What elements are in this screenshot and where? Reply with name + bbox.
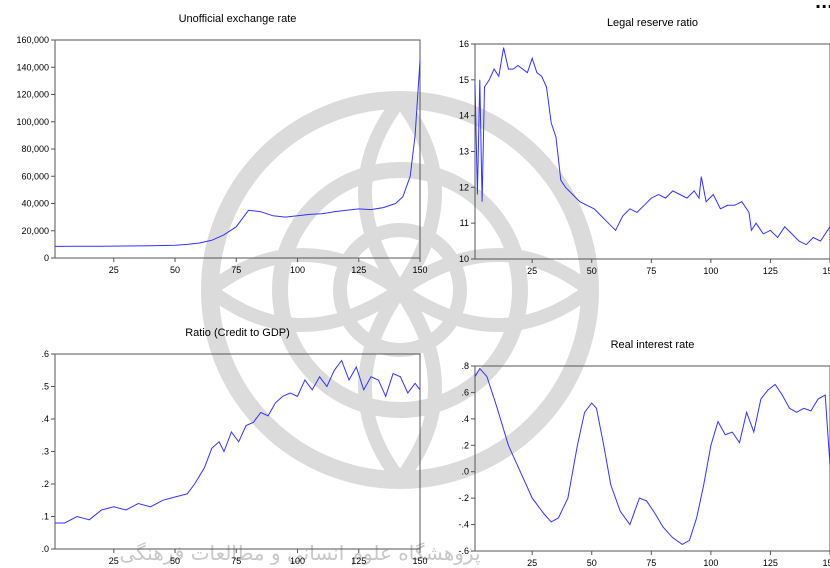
y-tick-label: .2 [461,440,469,450]
chart-real-interest-rate: Real interest rate -.6 -.4 -.2 .0 .2 .4 .6 .8 25 5… [458,339,830,568]
x-tick-label: 125 [351,265,366,275]
chart-title: Ratio (Credit to GDP) [185,327,290,339]
y-tick-label: 0 [44,253,49,263]
chart-unofficial-exchange-rate: Unofficial exchange rate 0 20,000 40,000 60,… [16,13,427,275]
x-tick-label: 150 [822,558,830,568]
y-tick-label: 20,000 [21,226,49,236]
watermark-emblem [201,91,599,489]
y-tick-label: .5 [41,382,49,392]
x-tick-label: 25 [527,266,537,276]
x-tick-label: 125 [763,266,778,276]
x-tick-label: 50 [170,265,180,275]
x-tick-label: 25 [527,558,537,568]
x-tick-label: 100 [290,556,305,566]
y-tick-label: 10 [459,254,469,264]
y-tick-label: -.2 [458,493,469,503]
y-tick-label: .2 [41,479,49,489]
y-tick-label: .6 [461,387,469,397]
y-tick-label: 40,000 [21,199,49,209]
x-tick-label: 100 [290,265,305,275]
series-line [55,359,421,524]
y-tick-label: .6 [41,349,49,359]
y-tick-label: 14 [459,111,469,121]
x-tick-label: 150 [412,556,427,566]
x-tick-label: 75 [231,265,241,275]
y-tick-label: .3 [41,447,49,457]
x-tick-label: 75 [646,266,656,276]
y-tick-label: 100,000 [16,117,49,127]
series-line [474,367,830,545]
x-tick-label: 50 [587,266,597,276]
x-tick-label: 100 [703,558,718,568]
y-tick-label: -.6 [458,546,469,556]
y-tick-label: 140,000 [16,62,49,72]
y-tick-label: 120,000 [16,90,49,100]
x-tick-label: 75 [646,558,656,568]
y-tick-label: 11 [460,218,469,228]
series-line [54,60,421,247]
y-tick-label: .0 [41,544,49,554]
y-tick-label: 12 [459,182,469,192]
y-tick-label: 160,000 [16,35,49,45]
x-tick-label: 125 [763,558,778,568]
y-tick-label: -.4 [458,520,469,530]
y-tick-label: 15 [459,75,469,85]
x-tick-label: 25 [109,556,119,566]
x-tick-label: 150 [412,265,427,275]
x-tick-label: 100 [703,266,718,276]
chart-credit-to-gdp-ratio: Ratio (Credit to GDP) .0 .1 .2 .3 .4 .5 .6 25 50 7… [41,327,427,566]
chart-title: Legal reserve ratio [607,17,698,29]
x-tick-label: 50 [587,558,597,568]
x-tick-label: 150 [822,266,830,276]
chart-legal-reserve-ratio: Legal reserve ratio 10 11 12 13 14 15 16 25 50 75 1… [459,17,830,276]
y-tick-label: .0 [461,467,469,477]
chart-title: Unofficial exchange rate [179,13,297,25]
plot-frame [474,365,830,552]
y-tick-label: .8 [461,361,469,371]
y-tick-label: .4 [41,414,49,424]
y-tick-label: .4 [461,414,469,424]
x-tick-label: 50 [170,556,180,566]
y-tick-label: 60,000 [21,171,49,181]
y-tick-label: .1 [41,512,49,522]
x-tick-label: 125 [351,556,366,566]
top-cut-text: ی گذاری پولی بر روی متغیرهای اقتصادی ... [815,0,830,13]
y-tick-label: 13 [459,147,469,157]
x-tick-label: 25 [109,265,119,275]
y-tick-label: 16 [459,39,469,49]
x-tick-label: 75 [231,556,241,566]
series-line [474,47,830,246]
chart-title: Real interest rate [611,339,695,351]
y-tick-label: 80,000 [21,144,49,154]
